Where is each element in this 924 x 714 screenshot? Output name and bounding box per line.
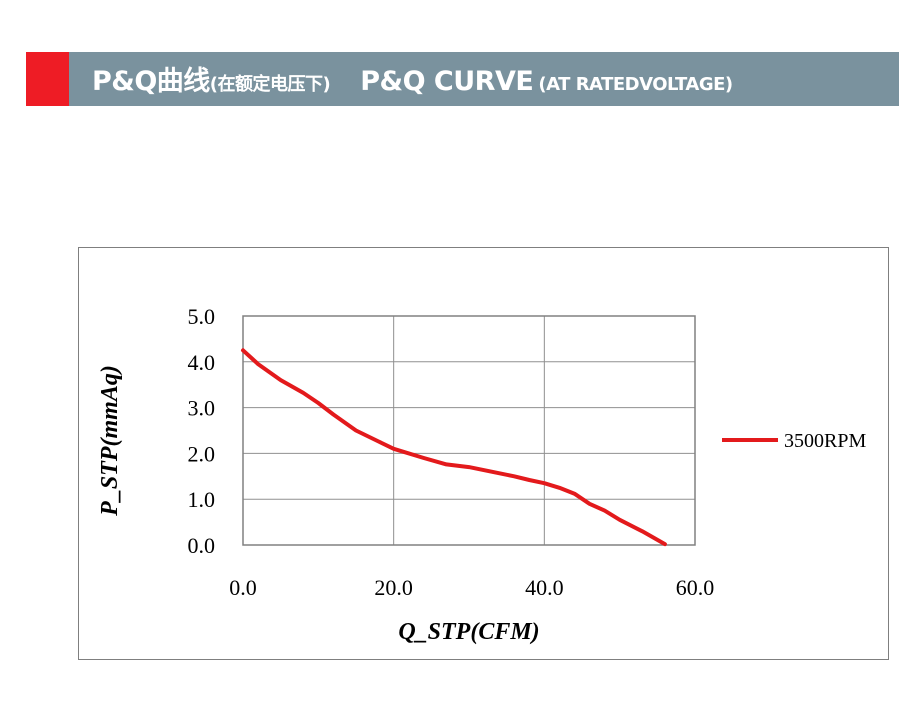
y-tick-label: 4.0 — [188, 350, 216, 375]
legend: 3500RPM — [722, 430, 866, 452]
series-line-0 — [241, 348, 667, 547]
x-tick-label: 0.0 — [229, 575, 257, 600]
series-lines — [241, 348, 667, 547]
x-tick-label: 60.0 — [676, 575, 715, 600]
y-tick-labels: 0.0 1.0 2.0 3.0 4.0 5.0 — [188, 304, 216, 558]
plot-area — [242, 315, 696, 546]
header-bar: P&Q曲线(在额定电压下) P&Q CURVE (AT RATEDVOLTAGE) — [26, 52, 899, 106]
y-tick-label: 0.0 — [188, 533, 216, 558]
x-tick-label: 20.0 — [374, 575, 413, 600]
y-tick-label: 1.0 — [188, 487, 216, 512]
title-en: P&Q CURVE — [360, 66, 534, 97]
subtitle-cn: (在额定电压下) — [209, 74, 331, 95]
y-tick-label: 2.0 — [188, 441, 216, 466]
y-tick-label: 3.0 — [188, 396, 216, 421]
legend-label: 3500RPM — [784, 430, 866, 452]
subtitle-en: (AT RATEDVOLTAGE) — [538, 74, 733, 95]
grid-lines — [242, 315, 696, 546]
y-tick-label: 5.0 — [188, 304, 216, 329]
y-axis-title: P_STP(mmAq) — [97, 365, 123, 517]
pq-curve-chart: 0.0 1.0 2.0 3.0 4.0 5.0 0.0 20.0 40.0 60.0 Q_STP… — [97, 304, 866, 645]
title-cn: P&Q曲线 — [92, 66, 210, 97]
x-tick-label: 40.0 — [525, 575, 564, 600]
x-axis-title: Q_STP(CFM) — [398, 619, 539, 645]
header-accent-block — [26, 52, 69, 106]
chart-frame: 0.0 1.0 2.0 3.0 4.0 5.0 0.0 20.0 40.0 60.0 Q_STP… — [78, 247, 889, 660]
header-title: P&Q曲线(在额定电压下) P&Q CURVE (AT RATEDVOLTAGE) — [92, 52, 733, 106]
x-tick-labels: 0.0 20.0 40.0 60.0 — [229, 575, 714, 600]
